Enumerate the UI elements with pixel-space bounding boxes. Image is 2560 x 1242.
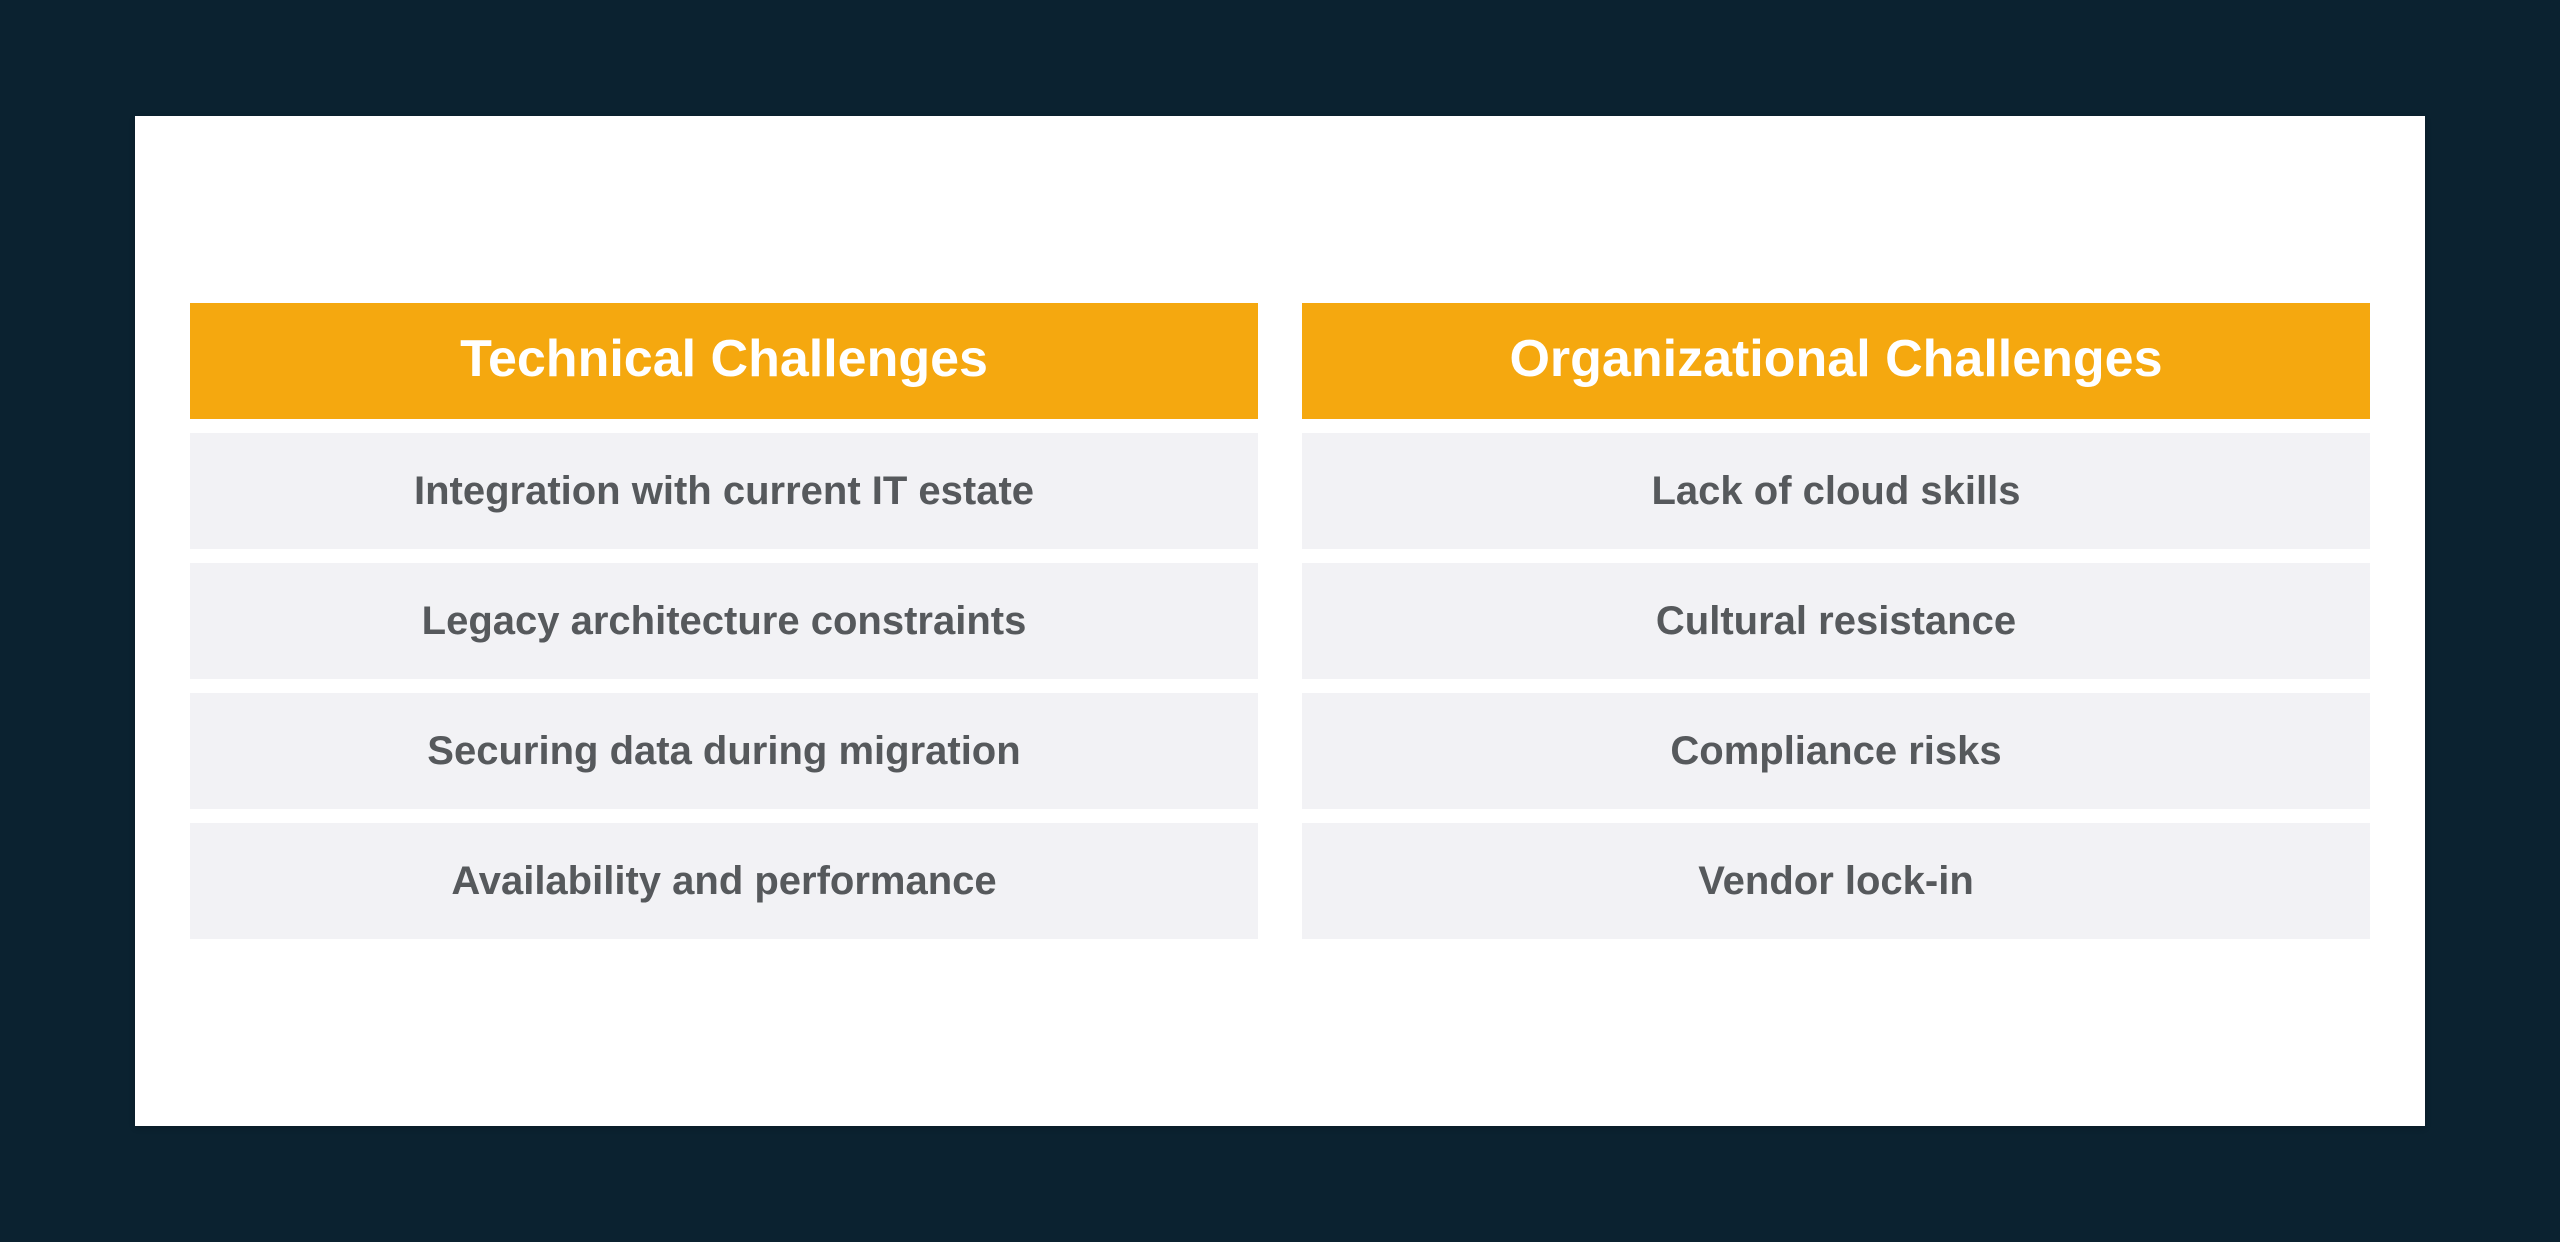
column-technical: Technical Challenges Integration with cu… [190, 303, 1258, 938]
list-item: Legacy architecture constraints [190, 563, 1258, 679]
column-header-organizational: Organizational Challenges [1302, 303, 2370, 418]
list-item: Integration with current IT estate [190, 433, 1258, 549]
list-item: Availability and performance [190, 823, 1258, 939]
list-item: Compliance risks [1302, 693, 2370, 809]
column-organizational: Organizational Challenges Lack of cloud … [1302, 303, 2370, 938]
list-item: Cultural resistance [1302, 563, 2370, 679]
list-item: Lack of cloud skills [1302, 433, 2370, 549]
list-item: Vendor lock-in [1302, 823, 2370, 939]
list-item: Securing data during migration [190, 693, 1258, 809]
column-header-technical: Technical Challenges [190, 303, 1258, 418]
stage: Technical Challenges Integration with cu… [0, 0, 2560, 1242]
comparison-card: Technical Challenges Integration with cu… [135, 116, 2425, 1126]
